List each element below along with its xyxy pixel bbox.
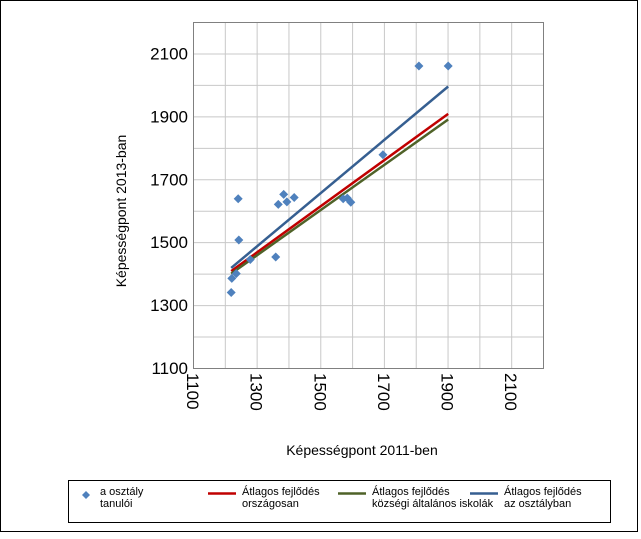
data-point <box>414 61 424 71</box>
legend-label: községi általános iskolák <box>372 498 494 510</box>
scatter-points <box>226 61 453 298</box>
x-tick-label: 1100 <box>183 373 202 410</box>
data-point <box>271 252 281 262</box>
plot-area-border <box>193 22 544 369</box>
data-point <box>231 269 241 279</box>
y-axis-title: Képességpont 2013-ban <box>113 135 129 288</box>
legend-label: az osztályban <box>504 498 571 510</box>
data-point <box>378 150 388 160</box>
series-line-1 <box>230 112 449 273</box>
legend-box <box>68 480 611 523</box>
legend-label: tanulói <box>100 498 132 510</box>
data-point <box>346 197 356 207</box>
x-tick-label: 1900 <box>438 373 457 411</box>
data-point <box>226 288 236 298</box>
series-line-3 <box>230 85 449 269</box>
data-point <box>234 235 244 245</box>
series-lines <box>230 85 449 275</box>
data-point <box>233 194 243 204</box>
legend-label: a osztály <box>100 486 144 498</box>
data-point <box>279 189 289 199</box>
data-point <box>282 197 292 207</box>
data-point <box>273 199 283 209</box>
series-line-2 <box>230 118 449 275</box>
y-tick-label: 2100 <box>150 44 188 63</box>
y-tick-label: 1100 <box>151 359 188 378</box>
x-tick-label: 1700 <box>374 373 393 411</box>
y-tick-label: 1700 <box>150 170 188 189</box>
data-point <box>245 254 255 264</box>
y-tick-label: 1300 <box>150 296 188 315</box>
legend-label: Átlagos fejlődés <box>242 485 320 498</box>
data-point <box>227 273 237 283</box>
x-tick-label: 1300 <box>247 373 266 411</box>
y-tick-label: 1900 <box>150 107 188 126</box>
y-tick-label: 1500 <box>150 233 188 252</box>
data-point <box>289 193 299 203</box>
legend-label: Átlagos fejlődés <box>504 485 582 498</box>
data-point <box>443 61 453 71</box>
y-axis-ticks: 1100 1300 1500 1700 1900 2100 <box>150 44 188 378</box>
legend-marker-diamond <box>82 491 90 499</box>
x-tick-label: 1500 <box>310 373 329 411</box>
legend-label: Átlagos fejlődés <box>372 485 450 498</box>
x-axis-title: Képességpont 2011-ben <box>286 442 438 458</box>
x-tick-label: 2100 <box>501 373 520 411</box>
x-axis-ticks: 1100 1300 1500 1700 1900 2100 <box>183 373 520 411</box>
legend-label: országosan <box>242 498 299 510</box>
